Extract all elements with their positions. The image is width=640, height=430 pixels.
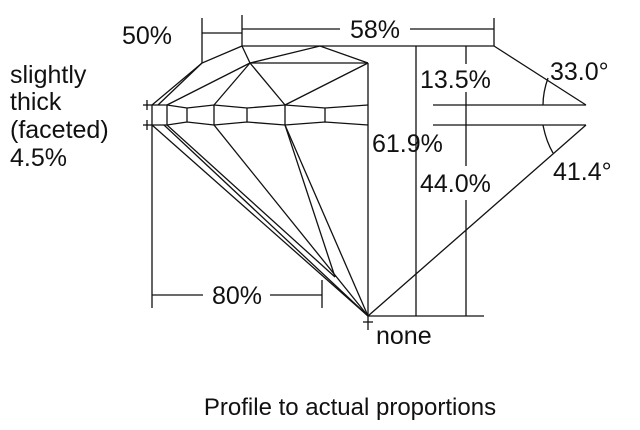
crown-angle-arc <box>542 77 549 106</box>
crown-star-facet <box>249 45 369 64</box>
girdle-label-line1: slightly <box>10 61 87 89</box>
pavilion-angle-arc <box>542 124 554 154</box>
girdle-label-line3: (faceted) <box>10 116 109 144</box>
pavilion-facet <box>284 124 369 317</box>
pavilion-edge <box>151 124 369 317</box>
pavilion-facet <box>213 124 369 317</box>
girdle-label-line2: thick <box>10 88 62 116</box>
table-label: 58% <box>350 16 400 44</box>
crown-facet <box>213 62 251 106</box>
girdle-bottom <box>152 121 369 126</box>
crown-right-edge <box>493 45 587 106</box>
crown-facet <box>249 62 286 106</box>
crown-facet <box>166 62 251 106</box>
total-depth-label: 61.9% <box>372 130 443 158</box>
dimension-lines <box>151 15 495 317</box>
caption: Profile to actual proportions <box>204 394 496 421</box>
pavilion-facet <box>284 124 336 278</box>
crown-facet <box>284 62 369 106</box>
crown-dimension-label: 50% <box>122 22 172 50</box>
culet-label: none <box>376 322 432 350</box>
pavilion-angle-label: 41.4° <box>553 158 612 186</box>
diamond-outline <box>143 45 587 330</box>
lower-half-label: 80% <box>212 282 262 310</box>
crown-height-label: 13.5% <box>420 66 491 94</box>
girdle-facet-ticks <box>151 105 326 125</box>
girdle-label-line4: 4.5% <box>10 144 67 172</box>
pavilion-depth-label: 44.0% <box>420 170 491 198</box>
pavilion-facet <box>166 124 336 278</box>
girdle-top <box>152 104 369 109</box>
crown-angle-label: 33.0° <box>550 58 609 86</box>
crown-left-edge <box>151 45 243 106</box>
pavilion-right-edge <box>367 124 587 317</box>
crown-facet <box>157 62 203 106</box>
pavilion-facet <box>163 124 369 317</box>
